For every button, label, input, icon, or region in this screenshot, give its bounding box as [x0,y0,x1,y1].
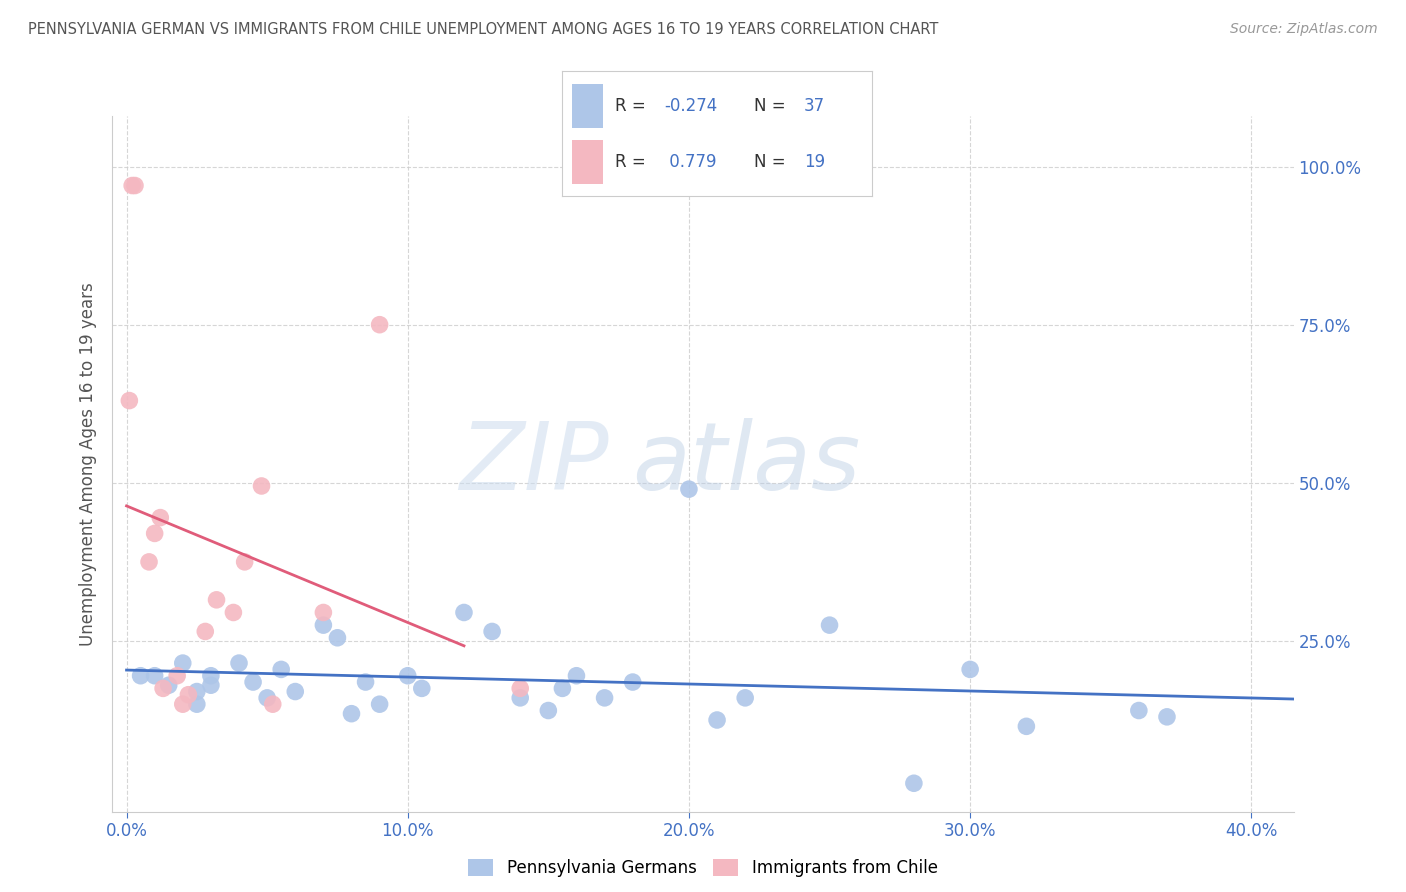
Point [509,681,531,696]
Point [194,624,217,639]
Text: R =: R = [614,153,651,171]
Point [250,479,273,493]
Text: 0.779: 0.779 [665,153,717,171]
Point [959,662,981,676]
Point [200,669,222,683]
Text: -0.274: -0.274 [665,96,717,115]
Point [312,618,335,632]
Point [186,697,208,711]
Point [326,631,349,645]
Point [152,681,174,696]
Point [903,776,925,790]
Point [124,178,146,193]
Point [481,624,503,639]
Point [143,669,166,683]
Point [143,526,166,541]
Point [222,606,245,620]
Point [262,697,284,711]
Text: ZIP: ZIP [458,418,609,509]
Bar [572,140,603,184]
Point [565,669,588,683]
Point [149,510,172,524]
Point [177,688,200,702]
Point [368,318,391,332]
Point [453,606,475,620]
Point [172,697,194,711]
Point [551,681,574,696]
Point [1156,710,1178,724]
Legend: Pennsylvania Germans, Immigrants from Chile: Pennsylvania Germans, Immigrants from Ch… [461,852,945,883]
Point [368,697,391,711]
Point [509,690,531,705]
Point [593,690,616,705]
Point [411,681,433,696]
Text: atlas: atlas [633,418,860,509]
Point [396,669,419,683]
Point [129,669,152,683]
Point [734,690,756,705]
Point [121,178,143,193]
Point [312,606,335,620]
Point [537,704,560,718]
Text: Source: ZipAtlas.com: Source: ZipAtlas.com [1230,22,1378,37]
Point [818,618,841,632]
Text: N =: N = [754,153,792,171]
Text: PENNSYLVANIA GERMAN VS IMMIGRANTS FROM CHILE UNEMPLOYMENT AMONG AGES 16 TO 19 YE: PENNSYLVANIA GERMAN VS IMMIGRANTS FROM C… [28,22,938,37]
Point [233,555,256,569]
Point [138,555,160,569]
Point [284,684,307,698]
Point [270,662,292,676]
Point [621,675,644,690]
Bar [572,84,603,128]
Point [205,592,228,607]
Text: N =: N = [754,96,792,115]
Point [172,656,194,670]
Text: R =: R = [614,96,651,115]
Point [186,684,208,698]
Point [118,393,141,408]
Point [256,690,278,705]
Point [678,482,700,496]
Y-axis label: Unemployment Among Ages 16 to 19 years: Unemployment Among Ages 16 to 19 years [79,282,97,646]
Text: 19: 19 [804,153,825,171]
Point [354,675,377,690]
Point [242,675,264,690]
Point [706,713,728,727]
Point [340,706,363,721]
Point [166,669,188,683]
Text: 37: 37 [804,96,825,115]
Point [157,678,180,692]
Point [1128,704,1150,718]
Point [228,656,250,670]
Point [1015,719,1038,733]
Point [200,678,222,692]
